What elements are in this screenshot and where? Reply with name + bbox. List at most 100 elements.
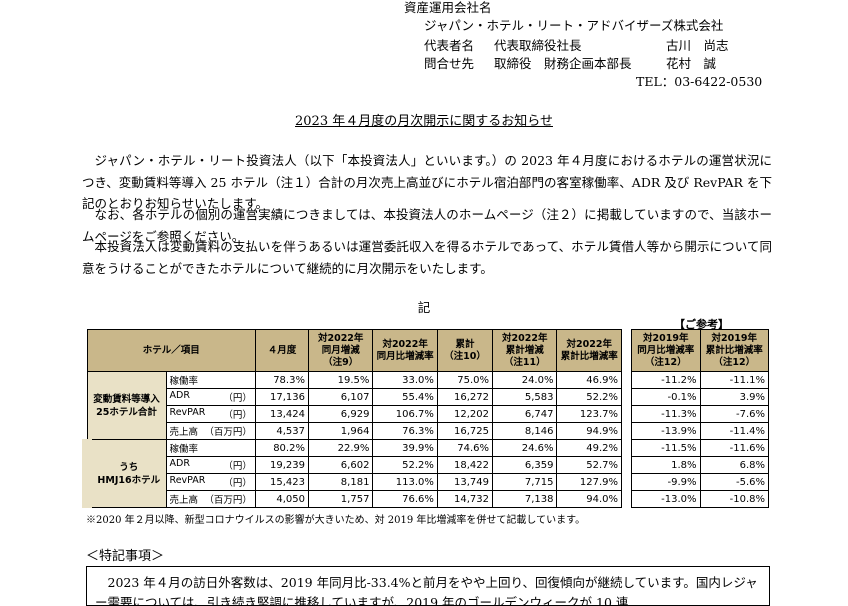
table-cell: 113.0% bbox=[372, 473, 438, 491]
reference-row: -13.0% -10.8% bbox=[631, 490, 769, 508]
reference-cell: -11.5% bbox=[631, 439, 701, 457]
table-cell: 6,107 bbox=[307, 388, 374, 406]
row-item-label: ADR bbox=[169, 458, 190, 469]
table-cell: 13,424 bbox=[254, 405, 309, 423]
table-cell: 6,929 bbox=[307, 405, 374, 423]
rep-name: 古川 尚志 bbox=[666, 38, 729, 53]
row-item: 稼働率 bbox=[165, 371, 256, 389]
row-item: 売上高 （百万円） bbox=[165, 422, 256, 440]
contact-tel: TEL：03-6422-0530 bbox=[636, 74, 763, 89]
row-item: ADR （円） bbox=[165, 388, 256, 406]
rep-label: 代表者名 bbox=[424, 38, 475, 53]
table-cell: 1,757 bbox=[307, 490, 374, 508]
ki-heading: 記 bbox=[417, 300, 431, 315]
table-cell: 94.0% bbox=[556, 490, 622, 508]
table-cell: 55.4% bbox=[372, 388, 438, 406]
document-title: 2023 年４月度の月次開示に関するお知らせ bbox=[0, 110, 848, 129]
reference-cell: -10.8% bbox=[699, 490, 769, 508]
reference-cell: -5.6% bbox=[699, 473, 769, 491]
table-cell: 4,050 bbox=[254, 490, 309, 508]
table-cell: 39.9% bbox=[372, 439, 438, 457]
table-cell: 52.2% bbox=[556, 388, 622, 406]
header-yoy-diff: 対2022年 同月増減 （注9） bbox=[307, 329, 374, 372]
reference-cell: -13.9% bbox=[631, 422, 701, 440]
reference-cell: -7.6% bbox=[699, 405, 769, 423]
table-cell: 24.6% bbox=[492, 439, 558, 457]
table-cell: 52.7% bbox=[556, 456, 622, 474]
reference-cell: -9.9% bbox=[631, 473, 701, 491]
row-item: 稼働率 bbox=[165, 439, 256, 457]
row-item-label: RevPAR bbox=[169, 475, 206, 486]
reference-cell: -11.4% bbox=[699, 422, 769, 440]
table-row: 売上高 （百万円） 4,537 1,964 76.3% 16,725 8,146 94.9% bbox=[87, 422, 622, 440]
table-cell: 8,146 bbox=[492, 422, 558, 440]
table-cell: 5,583 bbox=[492, 388, 558, 406]
contact-title: 取締役 財務企画本部長 bbox=[494, 56, 632, 71]
reference-cell: 3.9% bbox=[699, 388, 769, 406]
table-cell: 33.0% bbox=[372, 371, 438, 389]
table-cell: 6,359 bbox=[492, 456, 558, 474]
row-item-label: 稼働率 bbox=[169, 444, 199, 455]
table-row: ADR （円） 17,136 6,107 55.4% 16,272 5,583 52.2% bbox=[87, 388, 622, 406]
table-header-row: ホテル／項目 ４月度 対2022年 同月増減 （注9） 対2022年 同月比増減… bbox=[86, 329, 622, 372]
table-cell: 78.3% bbox=[254, 371, 309, 389]
reference-row: -9.9% -5.6% bbox=[631, 473, 769, 491]
row-item-unit: （円） bbox=[223, 478, 252, 489]
table-cell: 74.6% bbox=[436, 439, 494, 457]
header-cum-rate: 対2022年 累計比増減率 bbox=[556, 329, 622, 372]
row-item-unit: （百万円） bbox=[204, 427, 252, 438]
company-name: ジャパン・ホテル・リート・アドバイザーズ株式会社 bbox=[424, 18, 724, 33]
table-cell: 13,749 bbox=[436, 473, 494, 491]
reference-row: -11.3% -7.6% bbox=[631, 405, 769, 423]
table-cell: 94.9% bbox=[556, 422, 622, 440]
document-title-text: 2023 年４月度の月次開示に関するお知らせ bbox=[295, 114, 553, 129]
header-april: ４月度 bbox=[254, 329, 309, 372]
header-cumulative: 累計 （注10） bbox=[436, 329, 494, 372]
reference-header-row: 対2019年 同月比増減率 （注12） 対2019年 累計比増減率 （注12） bbox=[631, 329, 769, 372]
group-label: うち HMJ16ホテル bbox=[81, 439, 167, 508]
reference-cell: -13.0% bbox=[631, 490, 701, 508]
row-item: 売上高 （百万円） bbox=[165, 490, 256, 508]
row-item: ADR （円） bbox=[165, 456, 256, 474]
special-notes-box: 2023 年４月の訪日外客数は、2019 年同月比-33.4%と前月をやや上回り… bbox=[86, 566, 770, 606]
table-cell: 16,725 bbox=[436, 422, 494, 440]
reference-cell: -11.2% bbox=[631, 371, 701, 389]
table-cell: 19,239 bbox=[254, 456, 309, 474]
table-row: 売上高 （百万円） 4,050 1,757 76.6% 14,732 7,138 94.0% bbox=[87, 490, 622, 508]
reference-cell: -0.1% bbox=[631, 388, 701, 406]
row-item-unit: （円） bbox=[223, 461, 252, 472]
table-cell: 4,537 bbox=[254, 422, 309, 440]
table-cell: 12,202 bbox=[436, 405, 494, 423]
row-item-label: 稼働率 bbox=[169, 376, 199, 387]
table-row: RevPAR （円） 13,424 6,929 106.7% 12,202 6,747 123… bbox=[87, 405, 622, 423]
table-note: ※2020 年２月以降、新型コロナウイルスの影響が大きいため、対 2019 年比… bbox=[86, 515, 586, 526]
company-label: 資産運用会社名 bbox=[404, 0, 492, 15]
table-cell: 18,422 bbox=[436, 456, 494, 474]
header-yoy-rate: 対2022年 同月比増減率 bbox=[372, 329, 438, 372]
table-cell: 76.6% bbox=[372, 490, 438, 508]
row-item-label: ADR bbox=[169, 390, 190, 401]
table-cell: 106.7% bbox=[372, 405, 438, 423]
contact-name: 花村 誠 bbox=[666, 56, 717, 71]
reference-cell: -11.3% bbox=[631, 405, 701, 423]
table-cell: 7,138 bbox=[492, 490, 558, 508]
table-cell: 15,423 bbox=[254, 473, 309, 491]
row-item-label: 売上高 bbox=[169, 495, 199, 506]
table-cell: 14,732 bbox=[436, 490, 494, 508]
reference-cell: 6.8% bbox=[699, 456, 769, 474]
reference-row: 1.8% 6.8% bbox=[631, 456, 769, 474]
row-item-unit: （円） bbox=[223, 393, 252, 404]
rep-title: 代表取締役社長 bbox=[494, 38, 582, 53]
reference-row: -13.9% -11.4% bbox=[631, 422, 769, 440]
header-hotel-item: ホテル／項目 bbox=[86, 329, 256, 372]
table-cell: 123.7% bbox=[556, 405, 622, 423]
table-cell: 24.0% bbox=[492, 371, 558, 389]
table-cell: 19.5% bbox=[307, 371, 374, 389]
reference-cell: -11.6% bbox=[699, 439, 769, 457]
row-item-unit: （百万円） bbox=[204, 495, 252, 506]
reference-row: -11.2% -11.1% bbox=[631, 371, 769, 389]
table-cell: 8,181 bbox=[307, 473, 374, 491]
reference-label: 【ご参考】 bbox=[674, 318, 729, 331]
table-cell: 1,964 bbox=[307, 422, 374, 440]
table-row: 変動賃料等導入 25ホテル合計 稼働率 78.3% 19.5% 33.0% 75.0% 24… bbox=[86, 371, 622, 440]
